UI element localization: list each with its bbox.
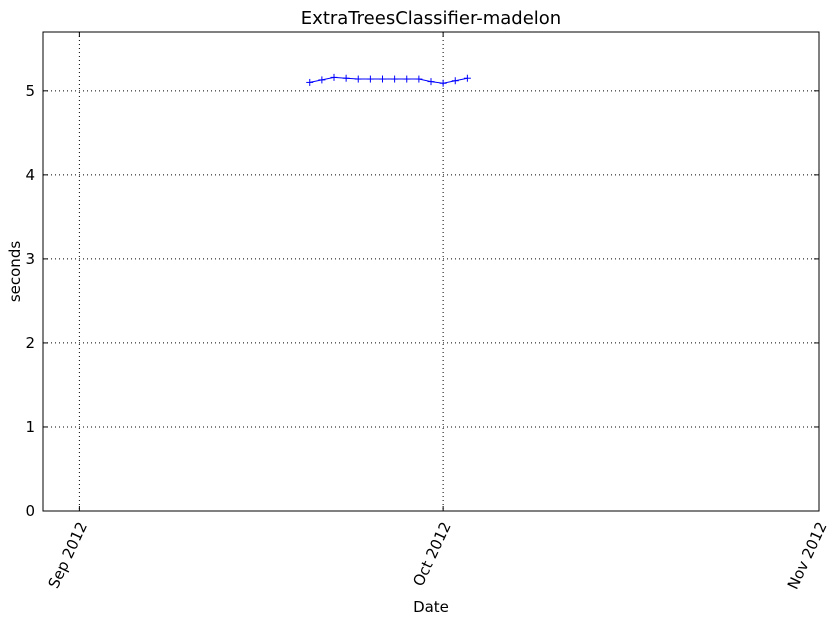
data-point bbox=[318, 76, 326, 84]
y-tick-label: 3 bbox=[25, 250, 35, 268]
data-point bbox=[427, 78, 435, 86]
data-point bbox=[439, 79, 447, 87]
data-point bbox=[366, 75, 374, 83]
y-tick-label: 0 bbox=[25, 502, 35, 520]
data-point bbox=[415, 75, 423, 83]
plot-frame bbox=[42, 31, 820, 512]
data-point bbox=[451, 77, 459, 85]
data-point bbox=[342, 74, 350, 82]
data-point bbox=[403, 75, 411, 83]
y-tick-label: 1 bbox=[25, 418, 35, 436]
data-point bbox=[354, 75, 362, 83]
y-tick-label: 5 bbox=[25, 82, 35, 100]
x-axis-label: Date bbox=[413, 598, 449, 616]
data-point bbox=[391, 75, 399, 83]
y-tick-label: 2 bbox=[25, 334, 35, 352]
chart-title: ExtraTreesClassifier-madelon bbox=[301, 8, 561, 29]
data-point bbox=[330, 73, 338, 81]
series-layer bbox=[306, 73, 471, 87]
y-tick-label: 4 bbox=[25, 166, 35, 184]
data-point bbox=[306, 78, 314, 86]
data-point bbox=[379, 75, 386, 83]
data-point bbox=[463, 74, 471, 82]
y-axis-label: seconds bbox=[6, 241, 24, 302]
